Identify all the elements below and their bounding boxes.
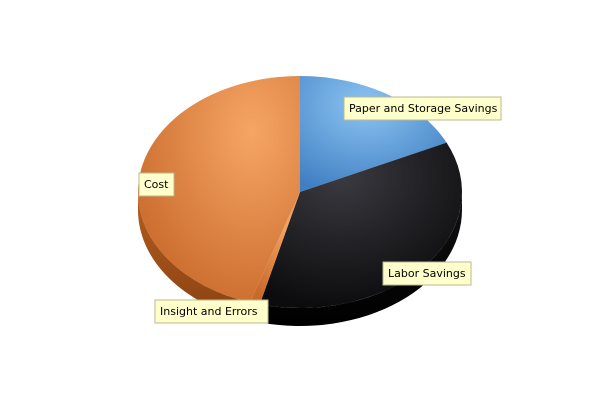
slice-label-box <box>154 299 269 324</box>
pie-labels: Paper and Storage Savings Labor Savings In… <box>138 96 502 324</box>
slice-label-labor-savings: Labor Savings <box>382 261 472 286</box>
slice-label-box <box>382 261 472 286</box>
slice-label-text: Cost <box>144 178 169 191</box>
slice-label-insight-and-errors: Insight and Errors <box>154 299 269 324</box>
pie-slice-insight-and-errors[interactable] <box>249 192 300 305</box>
slice-label-box <box>343 96 502 121</box>
slice-label-cost: Cost <box>138 172 175 197</box>
slice-label-box <box>138 172 175 197</box>
pie-slice-cost[interactable] <box>137 76 300 303</box>
pie-side-labor-savings <box>259 192 462 326</box>
slice-label-text: Insight and Errors <box>160 305 258 318</box>
pie-slice-paper-and-storage-savings[interactable] <box>300 76 447 192</box>
slice-label-text: Paper and Storage Savings <box>349 102 498 115</box>
slice-label-text: Labor Savings <box>388 267 466 280</box>
slice-label-paper-and-storage-savings: Paper and Storage Savings <box>343 96 502 121</box>
